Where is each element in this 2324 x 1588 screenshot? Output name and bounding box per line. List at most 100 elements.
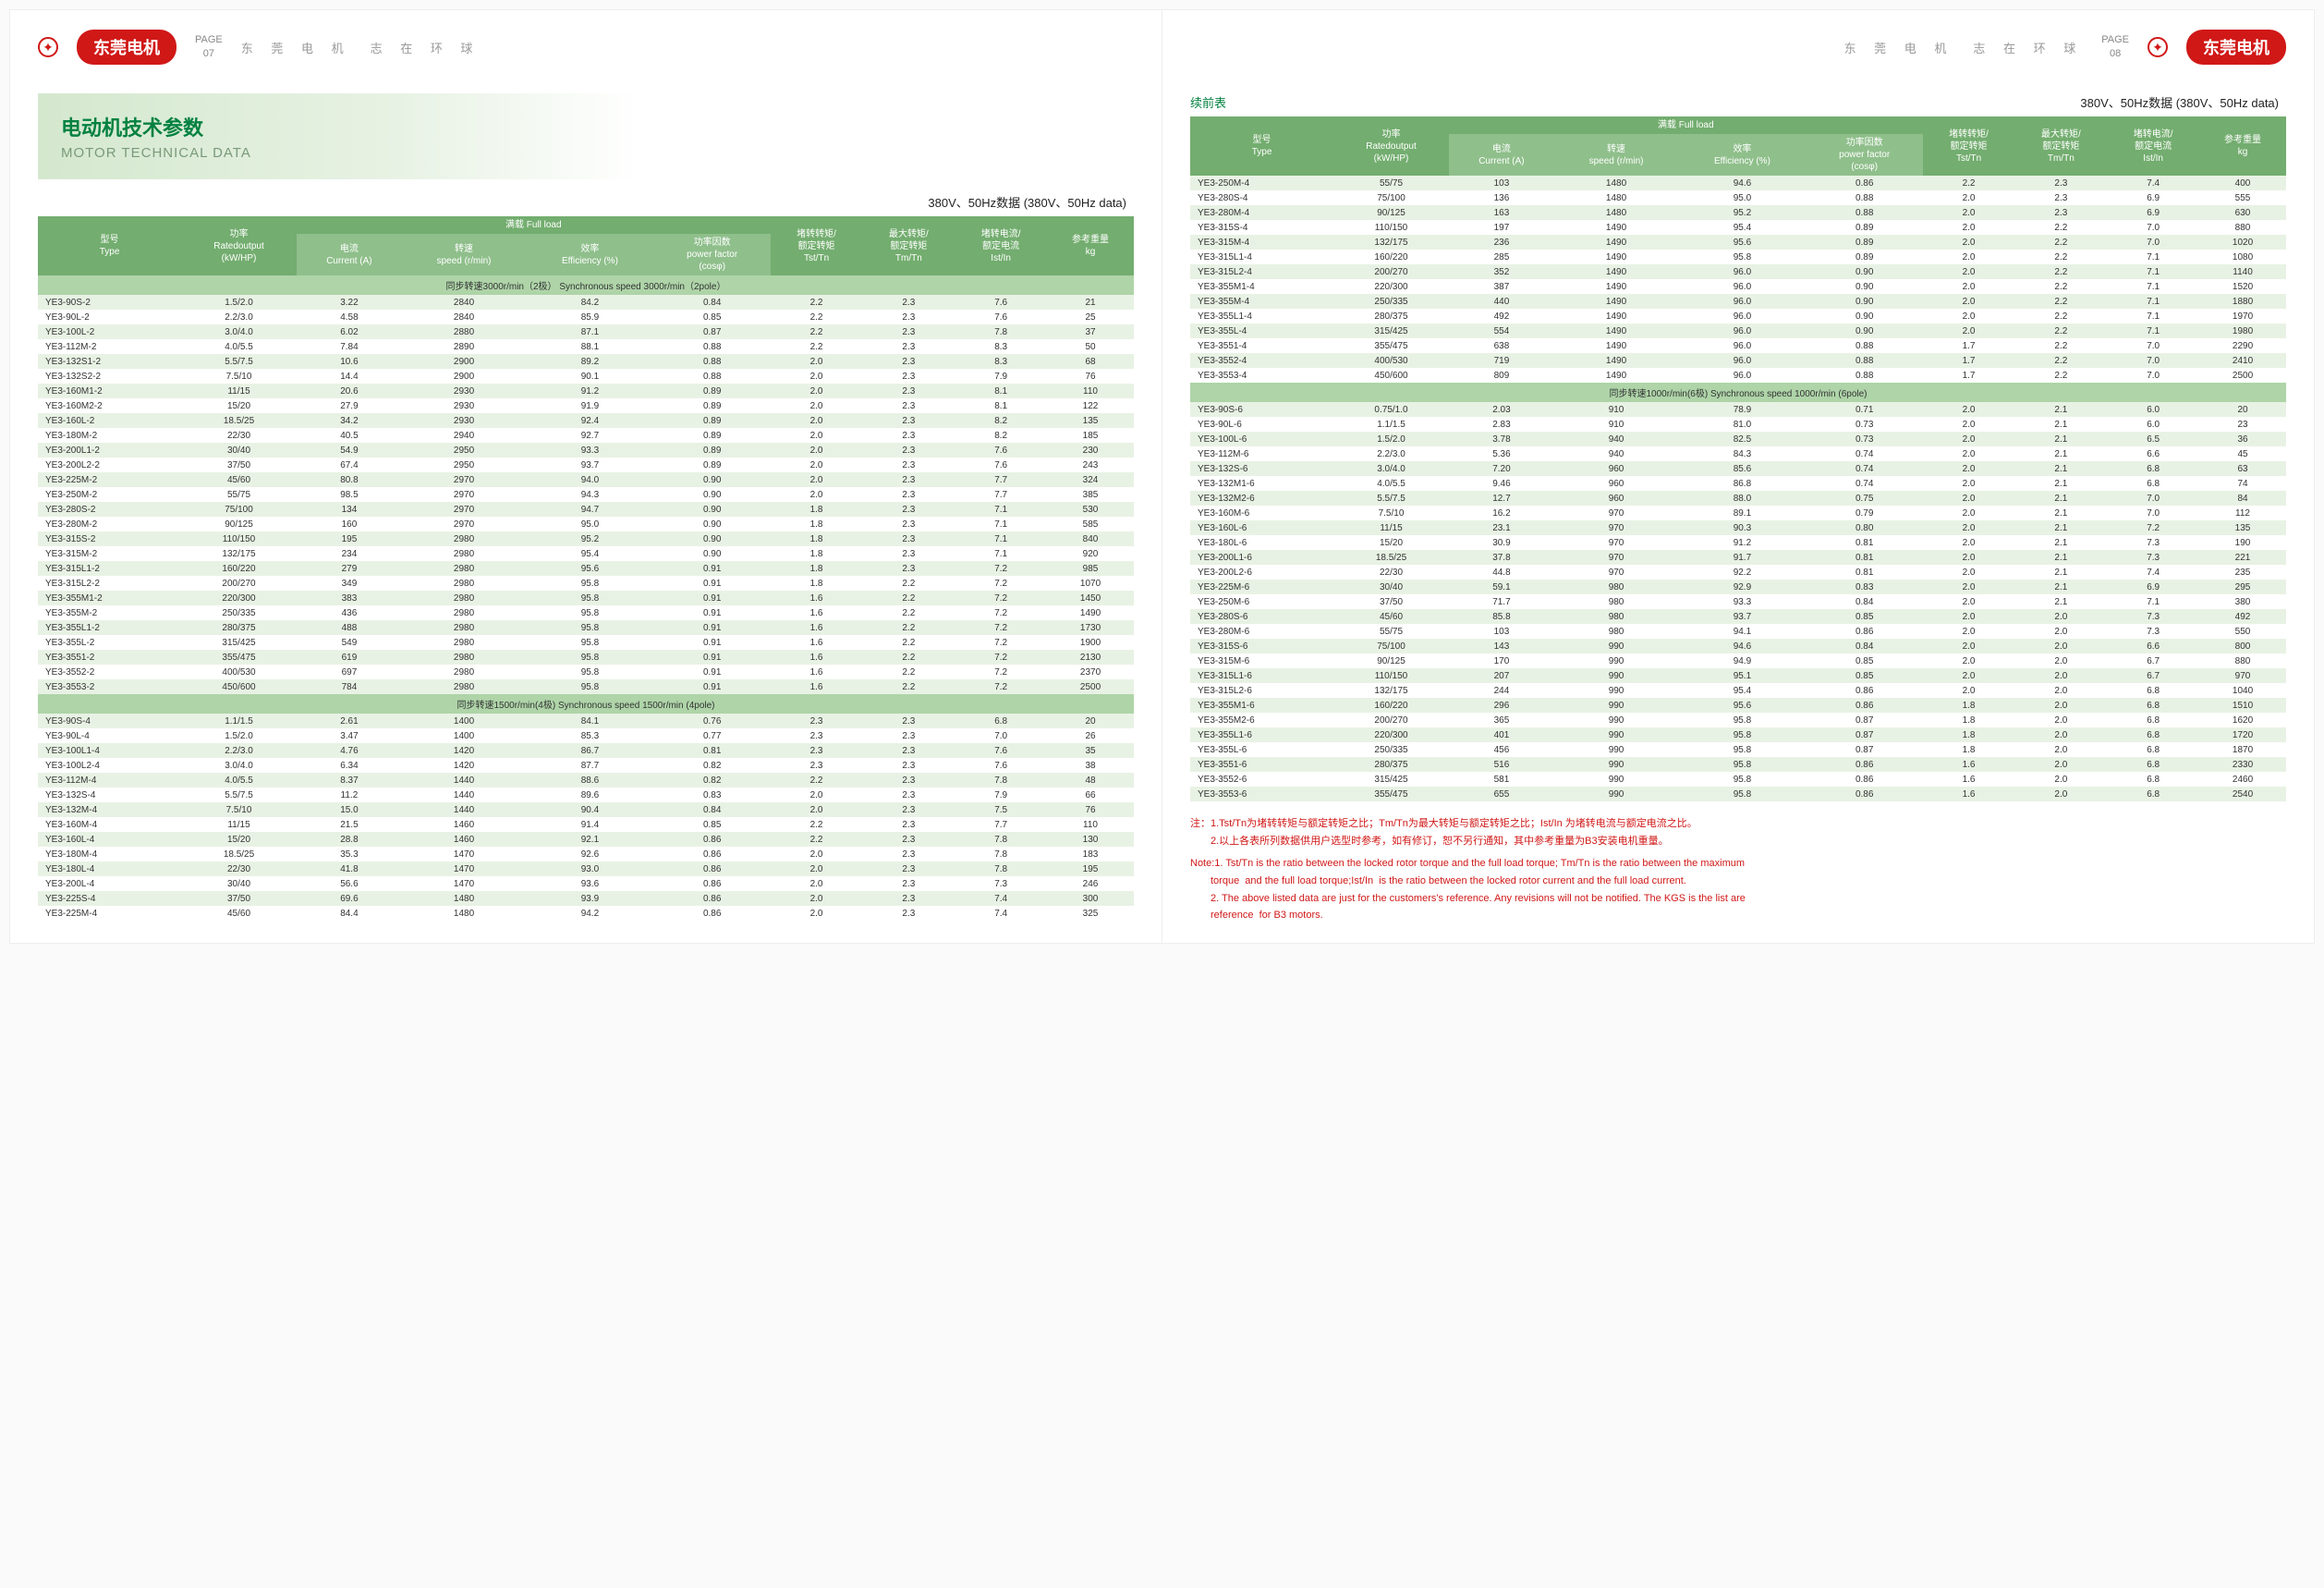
- table-cell: 2.3: [862, 743, 955, 758]
- table-row: YE3-315M-2132/175234298095.40.901.82.37.…: [38, 546, 1134, 561]
- table-row: YE3-160M2-215/2027.9293091.90.892.02.38.…: [38, 398, 1134, 413]
- table-cell: 1490: [1554, 309, 1678, 324]
- table-row: YE3-100L1-42.2/3.04.76142086.70.812.32.3…: [38, 743, 1134, 758]
- table-cell: YE3-315M-2: [38, 546, 181, 561]
- table-cell: 1490: [1047, 605, 1134, 620]
- table-row: YE3-100L2-43.0/4.06.34142087.70.822.32.3…: [38, 758, 1134, 773]
- table-cell: 2.2: [2014, 353, 2107, 368]
- brand-logo: 东莞电机: [2186, 30, 2286, 65]
- table-cell: YE3-315L1-6: [1190, 668, 1333, 683]
- table-cell: 0.87: [654, 324, 771, 339]
- table-row: YE3-90S-41.1/1.52.61140084.10.762.32.36.…: [38, 714, 1134, 728]
- table-cell: 0.74: [1807, 476, 1923, 491]
- table-cell: 1.8: [771, 576, 863, 591]
- table-cell: 910: [1554, 402, 1678, 417]
- table-cell: 1080: [2199, 250, 2286, 264]
- table-cell: 75/100: [1333, 190, 1449, 205]
- table-cell: 20.6: [297, 384, 402, 398]
- table-cell: 90/125: [1333, 205, 1449, 220]
- table-cell: 136: [1449, 190, 1554, 205]
- table-cell: 2.0: [2014, 698, 2107, 713]
- table-row: YE3-250M-455/75103148094.60.862.22.37.44…: [1190, 176, 2286, 190]
- table-cell: YE3-200L-4: [38, 876, 181, 891]
- table-cell: YE3-90S-4: [38, 714, 181, 728]
- table-cell: 8.1: [955, 384, 1047, 398]
- table-cell: 6.0: [2107, 417, 2199, 432]
- table-cell: 163: [1449, 205, 1554, 220]
- table-row: YE3-355L1-2280/375488298095.80.911.62.27…: [38, 620, 1134, 635]
- table-cell: YE3-132S2-2: [38, 369, 181, 384]
- table-cell: 132/175: [1333, 683, 1449, 698]
- table-cell: 2.0: [2014, 624, 2107, 639]
- table-cell: 94.0: [526, 472, 654, 487]
- table-cell: 436: [297, 605, 402, 620]
- table-cell: YE3-355L1-4: [1190, 309, 1333, 324]
- table-row: YE3-200L2-237/5067.4295093.70.892.02.37.…: [38, 458, 1134, 472]
- table-cell: 2.0: [771, 847, 863, 861]
- table-cell: 246: [1047, 876, 1134, 891]
- table-cell: YE3-180L-6: [1190, 535, 1333, 550]
- table-cell: 2.2: [862, 650, 955, 665]
- table-cell: 2.2: [771, 295, 863, 310]
- table-cell: 2500: [1047, 679, 1134, 694]
- table-cell: 349: [297, 576, 402, 591]
- table-cell: 990: [1554, 683, 1678, 698]
- table-cell: 11/15: [181, 817, 297, 832]
- table-cell: YE3-112M-4: [38, 773, 181, 788]
- table-row: YE3-355M1-6160/22029699095.60.861.82.06.…: [1190, 698, 2286, 713]
- table-cell: 112: [2199, 506, 2286, 520]
- table-cell: YE3-200L2-2: [38, 458, 181, 472]
- table-cell: 95.4: [1678, 220, 1807, 235]
- table-row: YE3-315S-4110/150197149095.40.892.02.27.…: [1190, 220, 2286, 235]
- table-cell: 2.0: [1923, 491, 2015, 506]
- table-cell: 279: [297, 561, 402, 576]
- table-cell: 6.8: [2107, 772, 2199, 787]
- table-cell: 910: [1554, 417, 1678, 432]
- table-cell: 315/425: [1333, 772, 1449, 787]
- table-cell: 90.3: [1678, 520, 1807, 535]
- table-cell: 2.3: [862, 728, 955, 743]
- table-cell: 2.1: [2014, 506, 2107, 520]
- table-cell: 7.1: [2107, 279, 2199, 294]
- table-cell: YE3-225M-2: [38, 472, 181, 487]
- table-cell: 960: [1554, 476, 1678, 491]
- table-cell: YE3-355M1-6: [1190, 698, 1333, 713]
- table-cell: 1.5/2.0: [181, 728, 297, 743]
- table-cell: 95.6: [1678, 698, 1807, 713]
- table-cell: YE3-180M-4: [38, 847, 181, 861]
- table-cell: 92.1: [526, 832, 654, 847]
- table-cell: 6.6: [2107, 639, 2199, 654]
- table-header: 型号Type功率Ratedoutput(kW/HP)满载 Full load堵转…: [1190, 116, 2286, 176]
- table-cell: 200/270: [181, 576, 297, 591]
- page-07: ✦ 东莞电机 PAGE 07 东 莞 电 机 志 在 环 球 电动机技术参数 M…: [10, 10, 1162, 943]
- table-cell: 110: [1047, 817, 1134, 832]
- table-cell: 23.1: [1449, 520, 1554, 535]
- table-cell: 95.4: [1678, 683, 1807, 698]
- table-cell: 400/530: [181, 665, 297, 679]
- table-cell: 207: [1449, 668, 1554, 683]
- table-cell: 7.1: [955, 546, 1047, 561]
- table-cell: 940: [1554, 446, 1678, 461]
- table-cell: 4.0/5.5: [1333, 476, 1449, 491]
- table-cell: 2.2: [2014, 324, 2107, 338]
- table-cell: YE3-315L2-6: [1190, 683, 1333, 698]
- table-cell: 2.0: [1923, 446, 2015, 461]
- table-cell: 2.0: [1923, 535, 2015, 550]
- table-cell: 1.7: [1923, 338, 2015, 353]
- table-cell: 0.86: [1807, 624, 1923, 639]
- table-cell: 7.1: [2107, 264, 2199, 279]
- page-08: 东 莞 电 机 志 在 环 球 PAGE 08 ✦ 东莞电机 续前表 380V、…: [1162, 10, 2314, 943]
- table-cell: 2.3: [862, 443, 955, 458]
- table-cell: 2980: [402, 591, 526, 605]
- table-cell: 96.0: [1678, 338, 1807, 353]
- table-cell: 2330: [2199, 757, 2286, 772]
- table-cell: 93.3: [526, 443, 654, 458]
- table-cell: 7.1: [955, 531, 1047, 546]
- table-cell: 2890: [402, 339, 526, 354]
- table-cell: 2.3: [862, 773, 955, 788]
- table-cell: YE3-160M-4: [38, 817, 181, 832]
- table-cell: 2.3: [862, 906, 955, 921]
- table-cell: 7.3: [955, 876, 1047, 891]
- table-cell: 7.4: [2107, 565, 2199, 580]
- table-cell: 2.1: [2014, 446, 2107, 461]
